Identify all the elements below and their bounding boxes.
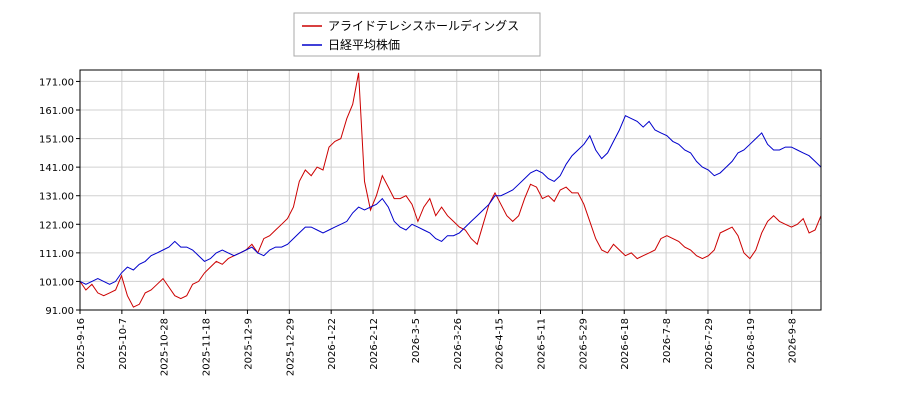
x-tick-label: 2025-12-29	[285, 318, 296, 376]
y-tick-label: 91.00	[45, 306, 74, 317]
y-tick-label: 101.00	[39, 277, 74, 288]
x-tick-label: 2026-4-15	[495, 318, 506, 370]
y-tick-label: 161.00	[39, 106, 74, 117]
plot-frame	[79, 69, 822, 311]
x-tick-label: 2026-5-29	[578, 318, 589, 370]
x-tick-label: 2025-10-28	[160, 318, 171, 376]
y-tick-label: 171.00	[39, 77, 74, 88]
x-axis: 2025-9-16 2025-10-7 2025-10-28 2025-11-18 20…	[76, 310, 799, 376]
x-tick-label: 2026-3-26	[453, 318, 464, 370]
series-line-1	[79, 72, 822, 308]
y-tick-label: 141.00	[39, 163, 74, 174]
x-tick-label: 2026-6-18	[620, 318, 631, 370]
series-layer	[79, 72, 822, 308]
y-tick-label: 121.00	[39, 220, 74, 231]
legend: アライドテレシスホールディングス 日経平均株価	[293, 12, 541, 57]
legend-label-series-2: 日経平均株価	[328, 37, 400, 52]
x-tick-label: 2026-3-5	[411, 318, 422, 363]
x-tick-label: 2026-7-29	[704, 318, 715, 370]
x-tick-label: 2025-12-9	[243, 318, 254, 370]
x-tick-label: 2025-11-18	[202, 318, 213, 376]
x-tick-label: 2026-9-8	[788, 318, 799, 363]
grid	[79, 70, 821, 311]
x-tick-label: 2026-7-8	[662, 318, 673, 363]
x-tick-label: 2026-1-22	[327, 318, 338, 370]
x-tick-label: 2025-9-16	[76, 318, 87, 370]
x-tick-label: 2026-8-19	[746, 318, 757, 370]
y-tick-label: 111.00	[39, 249, 74, 260]
legend-box	[293, 12, 541, 57]
x-tick-label: 2026-2-12	[369, 318, 380, 370]
legend-label-series-1: アライドテレシスホールディングス	[328, 18, 519, 33]
y-axis: 91.00 101.00 111.00 121.00 131.00 141.00 151.0…	[39, 77, 80, 317]
x-tick-label: 2026-5-11	[537, 318, 548, 370]
y-tick-label: 131.00	[39, 192, 74, 203]
y-tick-label: 151.00	[39, 135, 74, 146]
x-tick-label: 2025-10-7	[118, 318, 129, 370]
series-line-2	[79, 115, 822, 285]
